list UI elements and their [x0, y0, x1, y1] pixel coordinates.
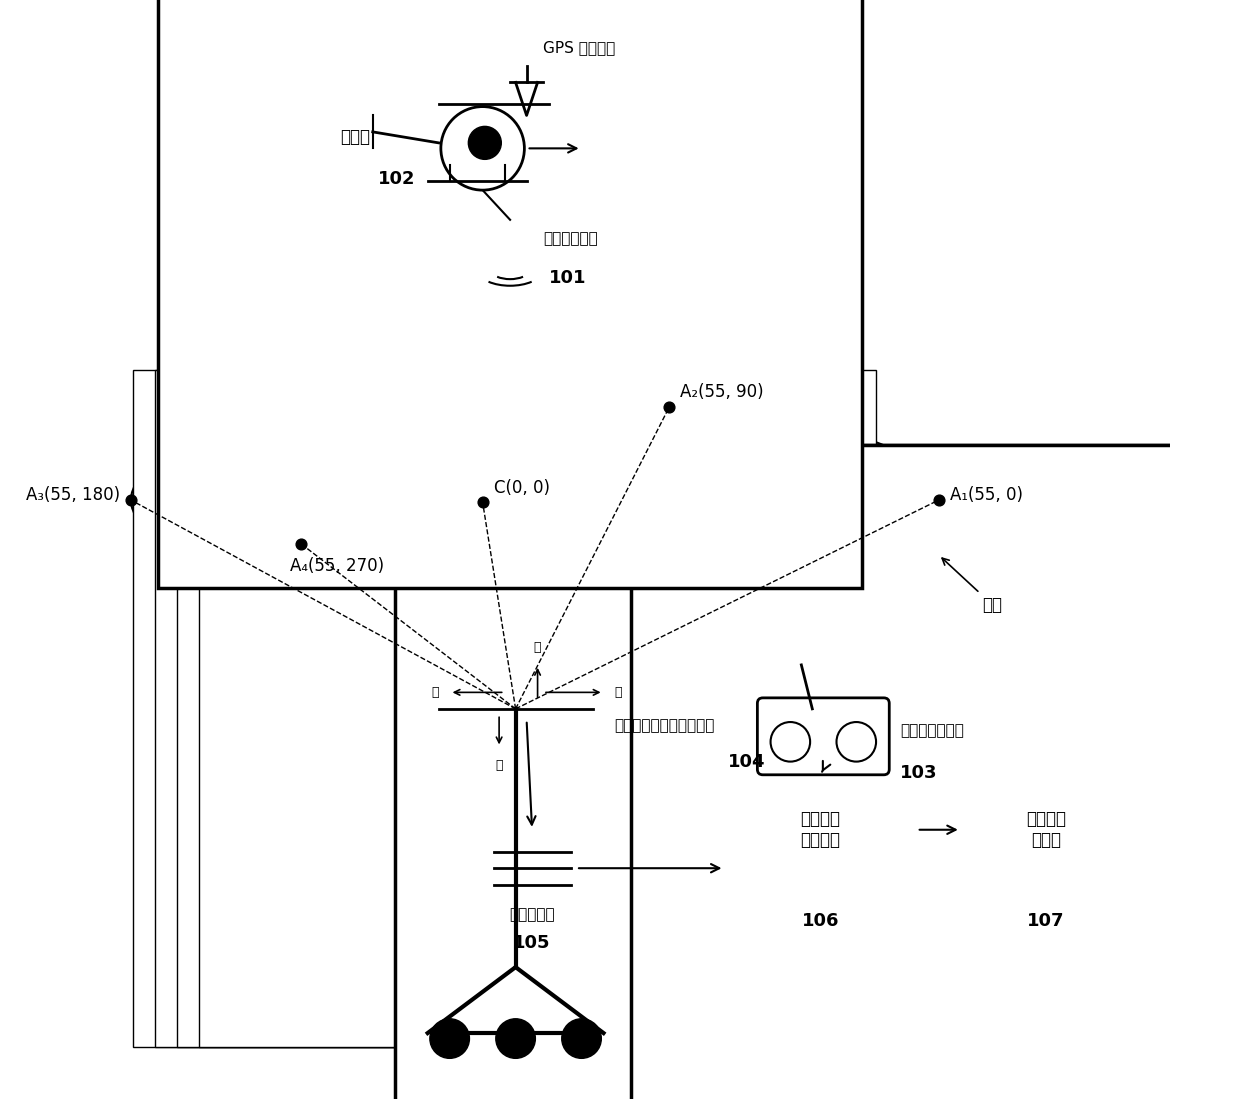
- Text: GPS 接收天线: GPS 接收天线: [543, 40, 615, 55]
- Text: A₂(55, 90): A₂(55, 90): [681, 384, 764, 401]
- Text: 南: 南: [432, 686, 439, 699]
- FancyBboxPatch shape: [177, 370, 854, 1047]
- Text: 107: 107: [1027, 912, 1065, 930]
- Text: 北: 北: [615, 686, 622, 699]
- Text: 103: 103: [900, 764, 937, 781]
- FancyBboxPatch shape: [758, 698, 889, 775]
- Text: 东: 东: [495, 759, 503, 773]
- Point: [291, 535, 311, 553]
- Circle shape: [469, 126, 501, 159]
- Text: 星载数字多波束接收天线: 星载数字多波束接收天线: [615, 718, 715, 733]
- Point: [660, 398, 680, 415]
- Text: 后端处理
计算机: 后端处理 计算机: [1025, 810, 1066, 850]
- Text: 101: 101: [548, 269, 587, 287]
- Circle shape: [496, 1019, 536, 1058]
- Text: 位置: 位置: [942, 558, 1003, 614]
- Text: 106: 106: [802, 912, 839, 930]
- Text: 104: 104: [728, 753, 765, 770]
- Point: [122, 491, 141, 509]
- Text: A₁(55, 0): A₁(55, 0): [950, 486, 1023, 503]
- FancyBboxPatch shape: [155, 370, 832, 1047]
- Circle shape: [562, 1019, 601, 1058]
- Text: A₃(55, 180): A₃(55, 180): [26, 486, 120, 503]
- Text: 星载接收机: 星载接收机: [510, 907, 554, 922]
- Text: C(0, 0): C(0, 0): [494, 479, 549, 497]
- FancyBboxPatch shape: [159, 0, 862, 588]
- Text: 102: 102: [378, 170, 415, 188]
- Text: 西: 西: [534, 641, 542, 654]
- FancyBboxPatch shape: [133, 370, 810, 1047]
- Circle shape: [430, 1019, 470, 1058]
- FancyBboxPatch shape: [631, 445, 1240, 1099]
- Point: [472, 493, 492, 511]
- Text: 地面综合
处理设备: 地面综合 处理设备: [801, 810, 841, 850]
- FancyBboxPatch shape: [394, 445, 1240, 1099]
- Text: 地面发射终端: 地面发射终端: [543, 232, 598, 246]
- Text: 无人机遥控设备: 无人机遥控设备: [900, 723, 965, 739]
- Point: [929, 491, 949, 509]
- Text: A₄(55, 270): A₄(55, 270): [290, 557, 384, 575]
- Text: 无人机: 无人机: [340, 129, 370, 146]
- FancyBboxPatch shape: [200, 370, 877, 1047]
- Text: 105: 105: [513, 934, 551, 952]
- Circle shape: [441, 107, 525, 190]
